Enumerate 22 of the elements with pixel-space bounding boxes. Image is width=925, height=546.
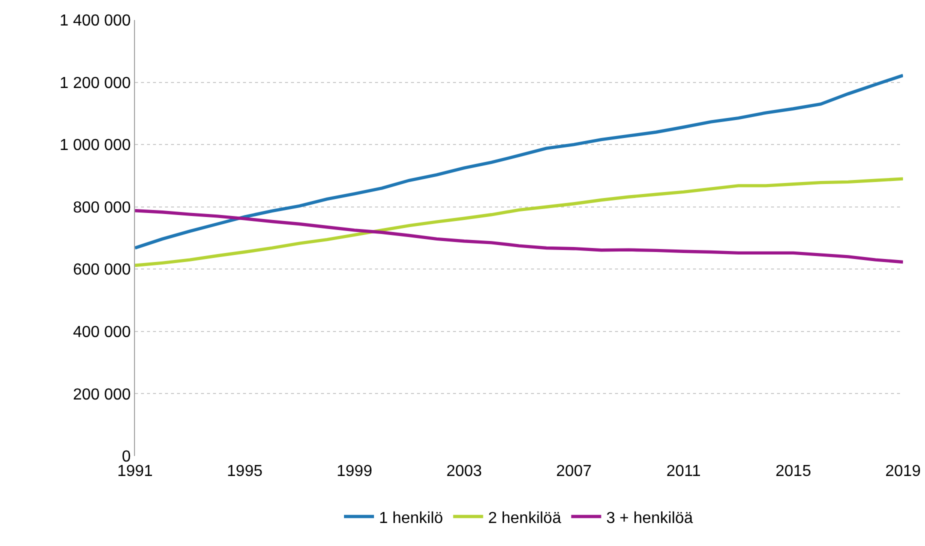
legend-label: 1 henkilö — [379, 510, 444, 527]
x-tick-label: 2003 — [446, 463, 482, 480]
y-tick-label: 600 000 — [72, 262, 131, 279]
y-tick-label: 400 000 — [72, 324, 131, 342]
y-tick-label: 200 000 — [72, 386, 131, 404]
legend-label: 2 henkilöä — [488, 510, 562, 527]
y-tick-label: 1 200 000 — [60, 74, 131, 92]
x-tick-label: 2015 — [775, 463, 812, 480]
line-series — [135, 208, 903, 264]
line-series — [135, 74, 903, 250]
y-tick-label: 800 000 — [72, 199, 131, 216]
legend-label: 3 + henkilöä — [606, 510, 694, 527]
x-tick-label: 2007 — [556, 463, 592, 480]
line-series — [135, 177, 903, 268]
y-tick-label: 1 000 000 — [60, 137, 131, 154]
y-tick-label: 1 400 000 — [60, 12, 131, 30]
x-tick-label: 2019 — [885, 463, 921, 480]
x-tick-label: 2011 — [666, 463, 701, 480]
x-tick-label: 1991 — [117, 463, 153, 480]
y-tick-label: 0 — [122, 448, 131, 466]
x-tick-label: 1995 — [226, 463, 263, 480]
x-tick-label: 1999 — [336, 463, 372, 480]
